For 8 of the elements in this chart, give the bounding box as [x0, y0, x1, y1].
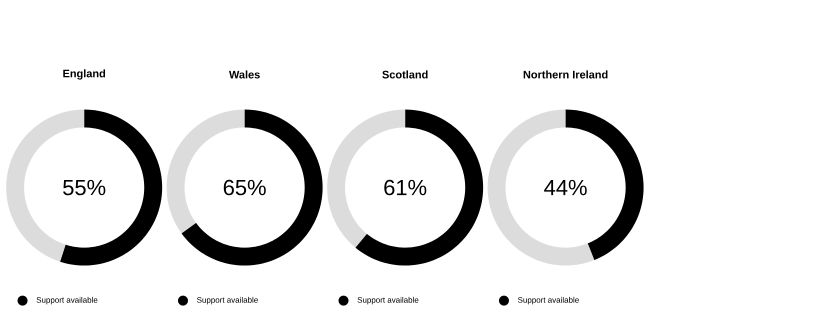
text: 55%: [63, 180, 106, 196]
chart-title: Scotland: [382, 70, 428, 78]
text: 61%: [384, 180, 426, 196]
chart-title: Northern Ireland: [524, 70, 608, 78]
chart-title: Wales: [228, 70, 260, 78]
chart-title: England: [63, 69, 106, 80]
text: 65%: [224, 180, 266, 196]
text: 44%: [544, 180, 587, 196]
